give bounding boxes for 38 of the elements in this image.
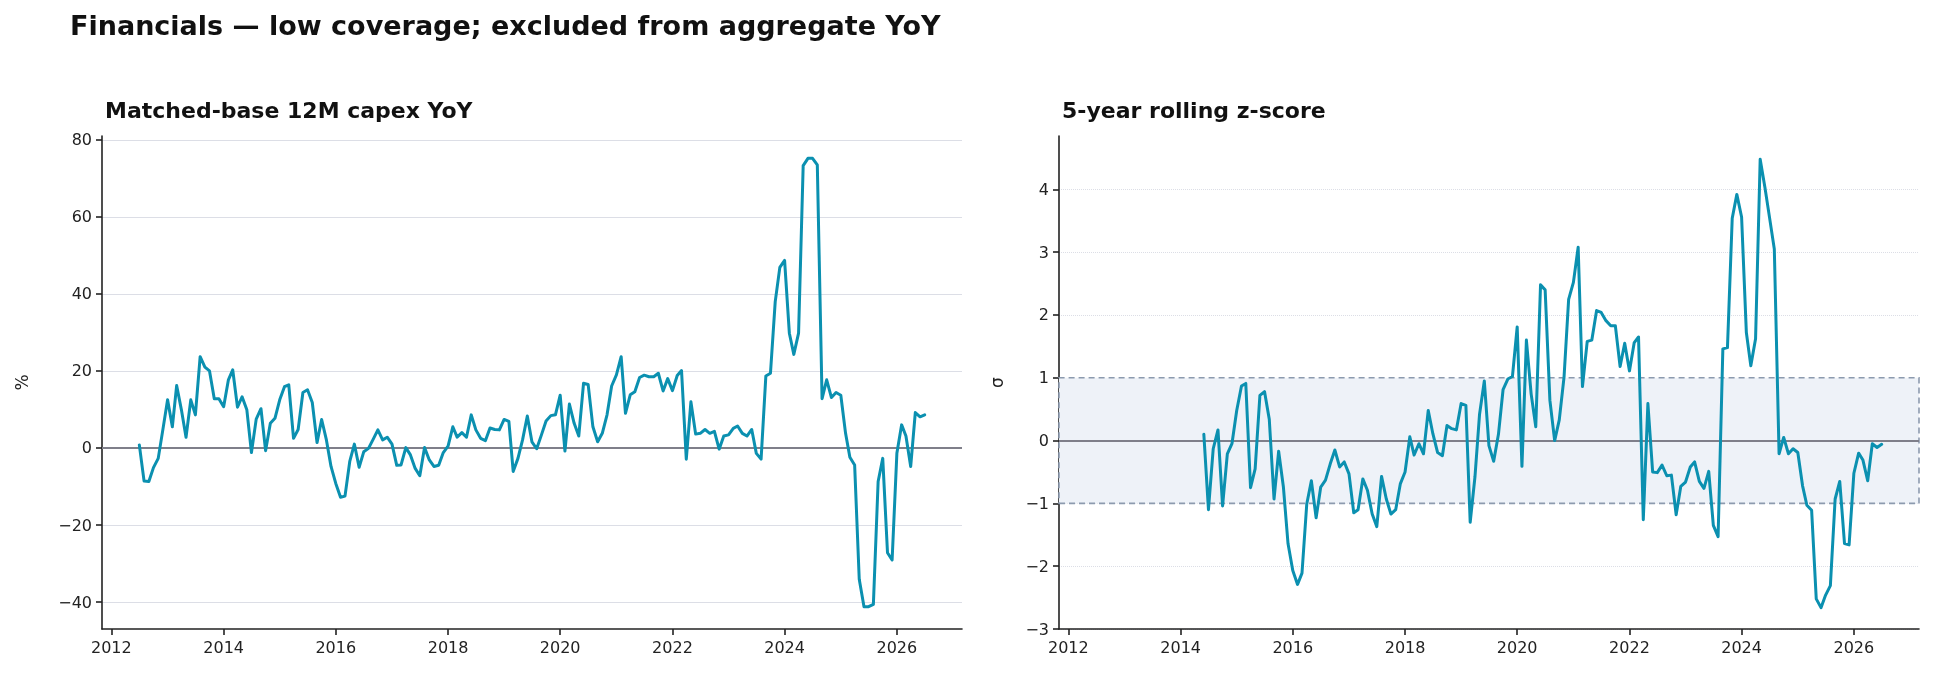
text: Financials — low coverage; excluded from aggregate YoY (70, 10, 941, 41)
y-tick-label: 0 (1038, 431, 1049, 451)
x-tick-label: 2012 (91, 637, 132, 657)
y-tick-label: −2 (1025, 556, 1049, 576)
x-tick-label: 2020 (539, 637, 581, 657)
y-tick-label: 60 (71, 207, 92, 227)
y-tick-label: 20 (71, 361, 92, 381)
chart-title: Matched-base 12M capex YoY (105, 97, 474, 123)
x-tick-label: 2024 (764, 637, 805, 657)
x-tick-label: 2022 (1609, 637, 1650, 657)
x-tick-label: 2018 (1384, 637, 1426, 657)
x-tick-label: 2024 (1721, 637, 1762, 657)
y-tick-label: −20 (58, 515, 92, 535)
x-tick-label: 2016 (315, 637, 357, 657)
x-tick-label: 2012 (1048, 637, 1089, 657)
y-tick-label: −3 (1025, 619, 1049, 639)
y-tick-label: 4 (1038, 179, 1049, 199)
x-tick-label: 2022 (652, 637, 693, 657)
y-tick-label: 40 (71, 284, 92, 304)
y-axis-title: % (11, 374, 32, 391)
y-tick-label: 3 (1038, 242, 1049, 262)
x-tick-label: 2016 (1272, 637, 1314, 657)
y-tick-label: 2 (1038, 305, 1049, 325)
y-tick-label: −40 (58, 592, 92, 612)
y-tick-label: 1 (1038, 368, 1049, 388)
x-tick-label: 2020 (1496, 637, 1538, 657)
y-tick-label: 0 (81, 438, 92, 458)
y-tick-label: 80 (71, 130, 92, 150)
x-tick-label: 2018 (427, 637, 469, 657)
x-tick-label: 2026 (876, 637, 918, 657)
y-axis-title: σ (986, 376, 1007, 388)
x-tick-label: 2026 (1833, 637, 1875, 657)
x-tick-label: 2014 (1160, 637, 1202, 657)
x-tick-label: 2014 (203, 637, 245, 657)
chart-title: 5-year rolling z-score (1062, 97, 1326, 123)
line-series (1202, 157, 1884, 610)
line-series (137, 156, 927, 609)
y-tick-label: −1 (1025, 493, 1049, 513)
